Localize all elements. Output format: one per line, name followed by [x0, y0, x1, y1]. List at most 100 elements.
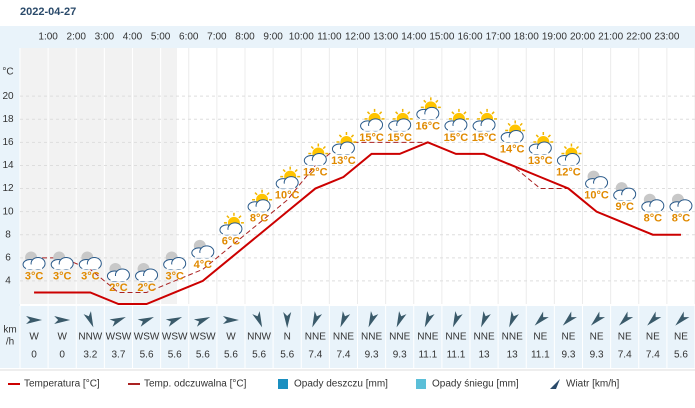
weather-icon [585, 170, 609, 190]
weather-icon [247, 189, 273, 213]
weather-icon [50, 251, 74, 270]
temp-label: 8°C [644, 213, 663, 225]
sun-ray [238, 215, 242, 219]
sun-ray [535, 134, 539, 138]
wind-arrow [675, 311, 690, 326]
wind-direction: W [226, 332, 236, 343]
temp-label: 8°C [250, 213, 269, 225]
wind-speed: 5.6 [168, 350, 182, 361]
wind-speed: 0 [31, 350, 37, 361]
legend-label: Wiatr [km/h] [566, 379, 620, 390]
cloud [138, 276, 155, 281]
wind-direction: NE [618, 332, 632, 343]
wind-direction: NNW [247, 332, 271, 343]
wind-direction: NNW [78, 332, 102, 343]
cloud [194, 252, 211, 258]
x-tick-label: 10:00 [289, 32, 314, 43]
wind-speed: 3.2 [83, 350, 97, 361]
y-tick-label: 6 [5, 252, 11, 263]
x-tick-label: 13:00 [373, 32, 398, 43]
cloud [82, 264, 99, 270]
wind-speed: 9.3 [365, 350, 379, 361]
temp-label: 15°C [387, 132, 412, 144]
wind-speed: 5.6 [140, 350, 154, 361]
cloud [166, 264, 183, 270]
wind-direction: N [284, 332, 291, 343]
wind-direction: NE [561, 332, 575, 343]
wind-direction: NNE [361, 332, 382, 343]
cloud [335, 149, 352, 154]
temp-label: 14°C [500, 143, 525, 155]
x-tick-label: 11:00 [317, 32, 342, 43]
cloud [447, 125, 464, 131]
sun-ray [366, 111, 371, 115]
temp-label: 2°C [109, 282, 128, 294]
legend-swatch [278, 379, 288, 389]
cloud [307, 160, 324, 166]
sun-ray [423, 99, 427, 103]
sun-ray [294, 169, 298, 173]
wind-direction: W [57, 332, 67, 343]
sun-ray [451, 111, 455, 115]
cloud [588, 183, 605, 189]
wind-speed: 3.7 [111, 350, 125, 361]
sun-ray [547, 134, 551, 138]
wind-speed: 9.3 [590, 350, 604, 361]
weather-icon [22, 251, 46, 270]
sun-ray [338, 134, 343, 138]
temp-label: 12°C [556, 166, 581, 178]
temp-label: 3°C [81, 270, 100, 282]
weather-icon [556, 143, 582, 167]
x-tick-label: 20:00 [570, 32, 595, 43]
cloud [110, 276, 127, 281]
wind-speed: 11.1 [531, 350, 550, 361]
weather-icon [219, 212, 244, 236]
weather-icon [416, 97, 441, 120]
wind-speed: 5.6 [280, 350, 294, 361]
weather-icon [444, 108, 469, 132]
x-tick-label: 14:00 [401, 32, 426, 43]
cloud [363, 125, 380, 131]
cloud [644, 206, 661, 212]
weather-icon [191, 239, 215, 259]
wind-speed: 11.1 [418, 350, 437, 361]
wind-direction: NE [646, 332, 660, 343]
sun-ray [310, 145, 314, 150]
legend-label: Opady śniegu [mm] [432, 379, 519, 390]
weather-icon [303, 143, 329, 167]
legend-swatch [550, 379, 560, 389]
sun-ray [266, 192, 270, 196]
wind-direction: NNE [445, 332, 466, 343]
weather-icon [163, 251, 187, 270]
wind-speed: 7.4 [646, 350, 660, 361]
temp-label: 15°C [359, 132, 384, 144]
wind-direction: NE [674, 332, 688, 343]
wind-unit: km [3, 325, 16, 336]
y-tick-label: 16 [2, 137, 14, 148]
x-tick-label: 4:00 [123, 32, 143, 43]
x-tick-label: 1:00 [38, 32, 58, 43]
temp-label: 10°C [584, 190, 609, 202]
chart-title: 2022-04-27 [20, 6, 76, 18]
weather-icon [641, 193, 665, 213]
legend-label: Temperatura [°C] [24, 379, 100, 390]
wind-arrow [590, 311, 606, 326]
wind-speed: 5.6 [196, 350, 210, 361]
x-tick-label: 15:00 [429, 32, 454, 43]
sun-ray [507, 122, 511, 127]
wind-speed: 13 [507, 350, 519, 361]
y-tick-label: 14 [2, 160, 14, 171]
wind-arrow [647, 311, 662, 326]
wind-direction: NE [533, 332, 547, 343]
x-tick-label: 22:00 [626, 32, 651, 43]
wind-arrow [619, 311, 634, 326]
wind-direction: NE [590, 332, 604, 343]
y-tick-label: 10 [2, 206, 14, 217]
cloud [26, 264, 43, 270]
temp-label: 12°C [303, 166, 328, 178]
sun-ray [322, 145, 326, 150]
sun-ray [563, 145, 568, 150]
temp-label: 13°C [528, 155, 553, 167]
cloud [222, 229, 239, 235]
temp-label: 16°C [416, 120, 441, 132]
